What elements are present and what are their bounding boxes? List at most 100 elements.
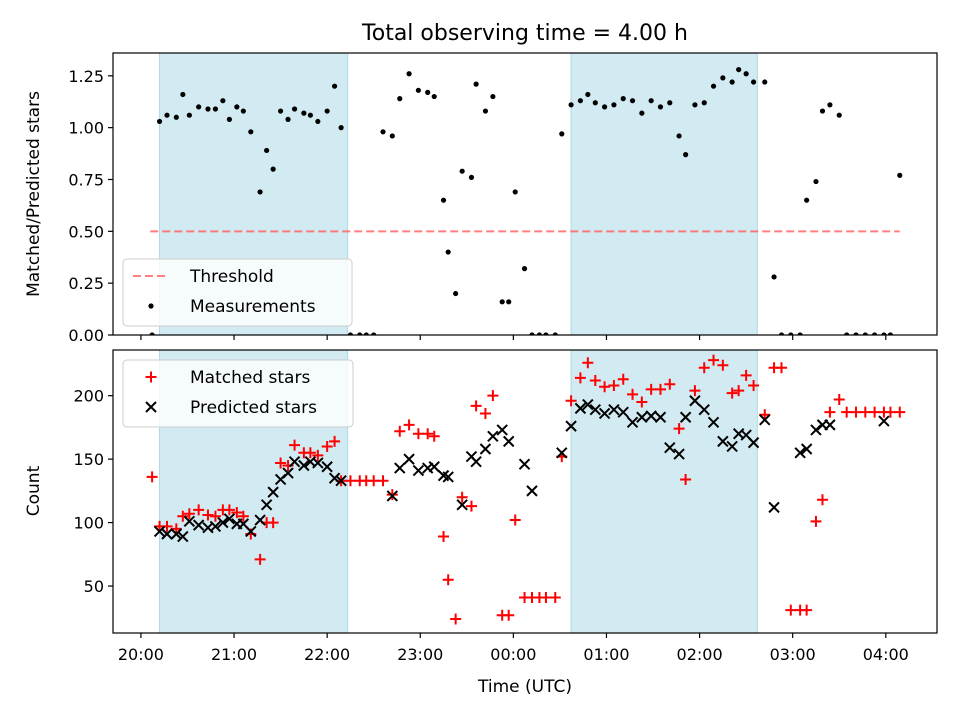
measurement-point xyxy=(415,87,421,93)
measurement-point xyxy=(291,106,298,112)
matched-star-point xyxy=(582,357,594,369)
matched-star-point xyxy=(785,604,797,616)
measurement-point xyxy=(853,332,859,335)
matched-star-point xyxy=(377,475,389,487)
measurement-point xyxy=(720,75,726,81)
measurement-point xyxy=(482,108,489,114)
legend-handle-matched xyxy=(145,371,157,383)
shaded-region-top-1 xyxy=(570,53,758,335)
matched-star-point xyxy=(717,359,729,371)
measurement-point xyxy=(827,102,833,108)
measurement-point xyxy=(559,131,565,137)
y-tick-label-top: 0.25 xyxy=(68,274,104,293)
measurement-point xyxy=(347,332,354,335)
matched-star-point xyxy=(304,447,316,459)
predicted-star-point xyxy=(412,464,425,477)
matched-star-point xyxy=(810,515,822,527)
predicted-star-point xyxy=(759,414,771,426)
measurement-point xyxy=(499,299,505,305)
measurement-point xyxy=(676,133,682,139)
predicted-star-point xyxy=(582,398,594,411)
matched-star-point xyxy=(689,385,701,397)
predicted-star-point xyxy=(183,515,196,528)
measurement-point xyxy=(164,112,170,118)
measurement-point xyxy=(585,91,591,98)
measurement-point xyxy=(750,79,757,85)
measurement-point xyxy=(592,100,598,106)
x-tick-label: 04:00 xyxy=(863,645,909,664)
matched-star-point xyxy=(442,574,454,586)
matched-star-point xyxy=(740,369,752,381)
predicted-star-point xyxy=(800,443,813,455)
measurement-point xyxy=(862,332,868,335)
y-tick-label-top: 1.25 xyxy=(68,67,104,86)
x-axis-label: Time (UTC) xyxy=(477,677,572,697)
measurement-point xyxy=(380,129,386,135)
predicted-star-point xyxy=(321,461,333,473)
axes-frame-top xyxy=(112,52,938,336)
matched-star-point xyxy=(599,381,611,393)
matched-star-point xyxy=(321,440,333,452)
predicted-star-point xyxy=(298,459,310,472)
measurement-point xyxy=(552,332,558,335)
measurement-point xyxy=(468,174,475,181)
measurement-point xyxy=(797,332,803,335)
predicted-star-point xyxy=(260,499,273,511)
predicted-star-point xyxy=(747,436,760,449)
predicted-star-point xyxy=(282,467,294,479)
matched-star-point xyxy=(884,406,896,418)
measurement-point xyxy=(264,147,270,154)
predicted-star-point xyxy=(223,513,236,525)
predicted-star-point xyxy=(335,475,347,487)
matched-star-point xyxy=(422,428,434,440)
predicted-star-point xyxy=(288,455,301,468)
matched-star-point xyxy=(726,387,738,399)
plot-area-top xyxy=(149,53,903,335)
matched-star-point xyxy=(748,380,760,392)
matched-star-point xyxy=(698,362,710,374)
measurement-point xyxy=(301,110,307,116)
measurement-point xyxy=(196,104,202,110)
measurement-point xyxy=(568,102,574,108)
legend-handle-predicted xyxy=(145,401,157,413)
matched-star-point xyxy=(503,609,515,621)
predicted-star-point xyxy=(617,406,629,418)
matched-star-point xyxy=(833,393,845,405)
measurement-point xyxy=(431,93,437,100)
matched-star-point xyxy=(368,475,380,487)
measurement-point xyxy=(226,116,232,122)
predicted-star-point xyxy=(217,516,229,529)
measurement-point xyxy=(240,108,246,114)
measurement-point xyxy=(683,152,689,158)
measurement-point xyxy=(887,332,894,335)
measurement-point xyxy=(357,332,363,335)
measurement-point xyxy=(149,332,155,335)
measurement-point xyxy=(173,114,179,120)
legend-handle-measurements xyxy=(148,303,154,309)
matched-star-point xyxy=(456,491,468,503)
matched-star-point xyxy=(540,591,552,603)
matched-star-point xyxy=(450,613,462,625)
matched-star-point xyxy=(209,510,221,522)
measurement-point xyxy=(453,290,459,297)
y-axis-label-top: Matched/Predicted stars xyxy=(24,91,44,297)
measurement-point xyxy=(897,172,903,178)
y-tick-label-bottom: 100 xyxy=(73,514,104,533)
matched-star-point xyxy=(776,362,788,374)
measurement-point xyxy=(212,106,219,112)
measurement-point xyxy=(813,178,819,185)
predicted-star-point xyxy=(245,525,257,538)
predicted-star-point xyxy=(170,528,183,540)
predicted-star-point xyxy=(768,501,780,514)
measurement-point xyxy=(220,98,226,104)
series-bottom-1 xyxy=(153,395,890,543)
legend-label: Measurements xyxy=(190,297,316,317)
predicted-star-point xyxy=(456,499,468,511)
x-tick-label: 22:00 xyxy=(304,645,350,664)
x-tick-label: 03:00 xyxy=(770,645,816,664)
predicted-star-point xyxy=(502,435,515,448)
predicted-star-point xyxy=(726,440,738,453)
measurement-point xyxy=(490,93,496,100)
matched-star-point xyxy=(470,400,482,412)
x-tick-label: 02:00 xyxy=(677,645,723,664)
